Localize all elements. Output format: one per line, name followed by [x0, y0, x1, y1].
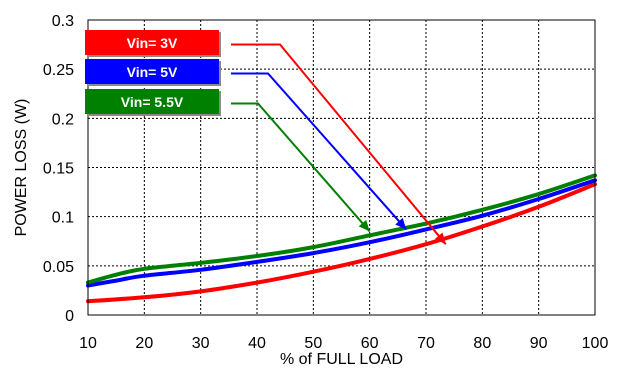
legend-arrow-line-2 [231, 72, 408, 231]
series-line-1 [86, 182, 597, 304]
legend-arrow-head-1 [434, 232, 446, 245]
x-tick-label: 50 [304, 335, 322, 352]
y-tick-label: 0.3 [52, 13, 74, 30]
legend-arrow-line-3 [231, 102, 371, 233]
legend: Vin= 3V Vin= 5V Vin= 5.5V [85, 30, 221, 116]
y-tick-label: 0.05 [43, 259, 74, 276]
legend-arrow-line-1 [231, 43, 447, 245]
legend-box-3 [85, 89, 219, 114]
legend-arrow-head-3 [358, 219, 370, 232]
legend-label-3: Vin= 5.5V [121, 94, 184, 110]
y-tick-label: 0.15 [43, 161, 74, 178]
plot-frame [87, 19, 596, 316]
series-lines [86, 173, 597, 304]
legend-label-2: Vin= 5V [127, 64, 178, 80]
x-tick-label: 60 [361, 335, 379, 352]
y-tick-label: 0 [65, 308, 74, 325]
y-tick-label: 0.25 [43, 62, 74, 79]
tick-labels: 10 20 30 40 50 60 70 80 90 100 0 0.05 0.1 0.15 0.2 0.25… [43, 13, 609, 352]
y-tick-label: 0.2 [52, 111, 74, 128]
x-tick-label: 10 [79, 335, 97, 352]
x-tick-label: 30 [192, 335, 210, 352]
x-tick-label: 90 [530, 335, 548, 352]
y-tick-label: 0.1 [52, 210, 74, 227]
legend-label-1: Vin= 3V [127, 35, 178, 51]
legend-box-2 [85, 59, 219, 84]
legend-arrows [231, 43, 447, 245]
x-tick-label: 20 [135, 335, 153, 352]
x-tick-label: 40 [248, 335, 266, 352]
y-axis-title: POWER LOSS (W) [13, 99, 30, 237]
x-tick-label: 100 [582, 335, 609, 352]
legend-box-1 [85, 30, 219, 55]
series-line-2 [86, 178, 597, 288]
legend-arrow-head-2 [395, 217, 407, 230]
x-tick-label: 80 [473, 335, 491, 352]
x-axis-title: % of FULL LOAD [280, 351, 403, 368]
series-line-3 [86, 173, 597, 285]
x-tick-label: 70 [417, 335, 435, 352]
